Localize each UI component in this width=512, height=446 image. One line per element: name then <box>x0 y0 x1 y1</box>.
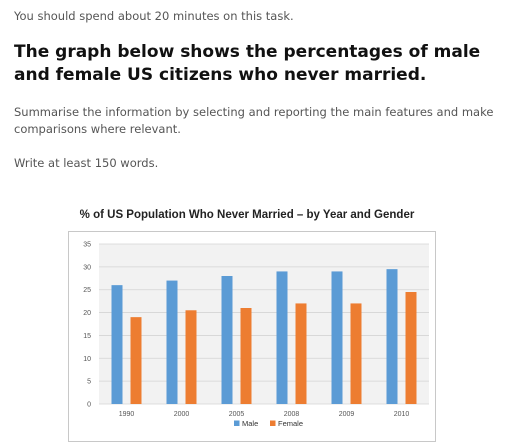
legend-label-male: Male <box>242 419 258 428</box>
bar-female-2000 <box>185 310 197 404</box>
word-count-note: Write at least 150 words. <box>14 156 159 170</box>
x-tick-label: 2009 <box>339 411 355 418</box>
x-tick-label: 2010 <box>394 411 410 418</box>
bar-male-2010 <box>386 269 398 404</box>
chart-figure: % of US Population Who Never Married – b… <box>58 203 436 442</box>
time-note: You should spend about 20 minutes on thi… <box>14 9 294 23</box>
bar-chart: 0 5 10 15 20 25 30 35 1990 2000 2005 2008 2009 2010 Ma… <box>83 242 429 428</box>
y-tick-label: 10 <box>83 356 91 363</box>
bar-female-1990 <box>130 317 142 404</box>
bar-male-2000 <box>166 280 178 404</box>
y-tick-label: 35 <box>83 242 91 249</box>
y-tick-label: 30 <box>83 264 91 271</box>
plot-area <box>99 244 429 404</box>
task-heading: The graph below shows the percentages of… <box>14 42 481 85</box>
bar-female-2008 <box>295 303 307 404</box>
x-tick-label: 2005 <box>229 411 245 418</box>
x-tick-label: 2000 <box>174 411 190 418</box>
chart-frame: 0 5 10 15 20 25 30 35 1990 2000 2005 2008 2009 2010 Ma… <box>68 231 436 442</box>
legend-swatch-male <box>234 420 240 426</box>
bar-male-2009 <box>331 271 343 404</box>
task-instructions: Summarise the information by selecting a… <box>14 105 494 136</box>
chart-title: % of US Population Who Never Married – b… <box>79 209 415 221</box>
y-tick-label: 0 <box>87 402 91 409</box>
bar-male-2008 <box>276 271 288 404</box>
x-tick-label: 1990 <box>119 411 135 418</box>
bar-male-2005 <box>221 276 233 404</box>
legend-label-female: Female <box>278 419 303 428</box>
y-tick-label: 15 <box>83 333 91 340</box>
x-tick-label: 2008 <box>284 411 300 418</box>
bar-female-2009 <box>350 303 362 404</box>
bar-female-2010 <box>405 292 417 404</box>
bar-female-2005 <box>240 308 252 404</box>
bar-male-1990 <box>111 285 123 404</box>
y-tick-label: 25 <box>83 287 91 294</box>
y-tick-label: 5 <box>87 379 91 386</box>
y-tick-label: 20 <box>83 310 91 317</box>
legend-swatch-female <box>270 420 276 426</box>
